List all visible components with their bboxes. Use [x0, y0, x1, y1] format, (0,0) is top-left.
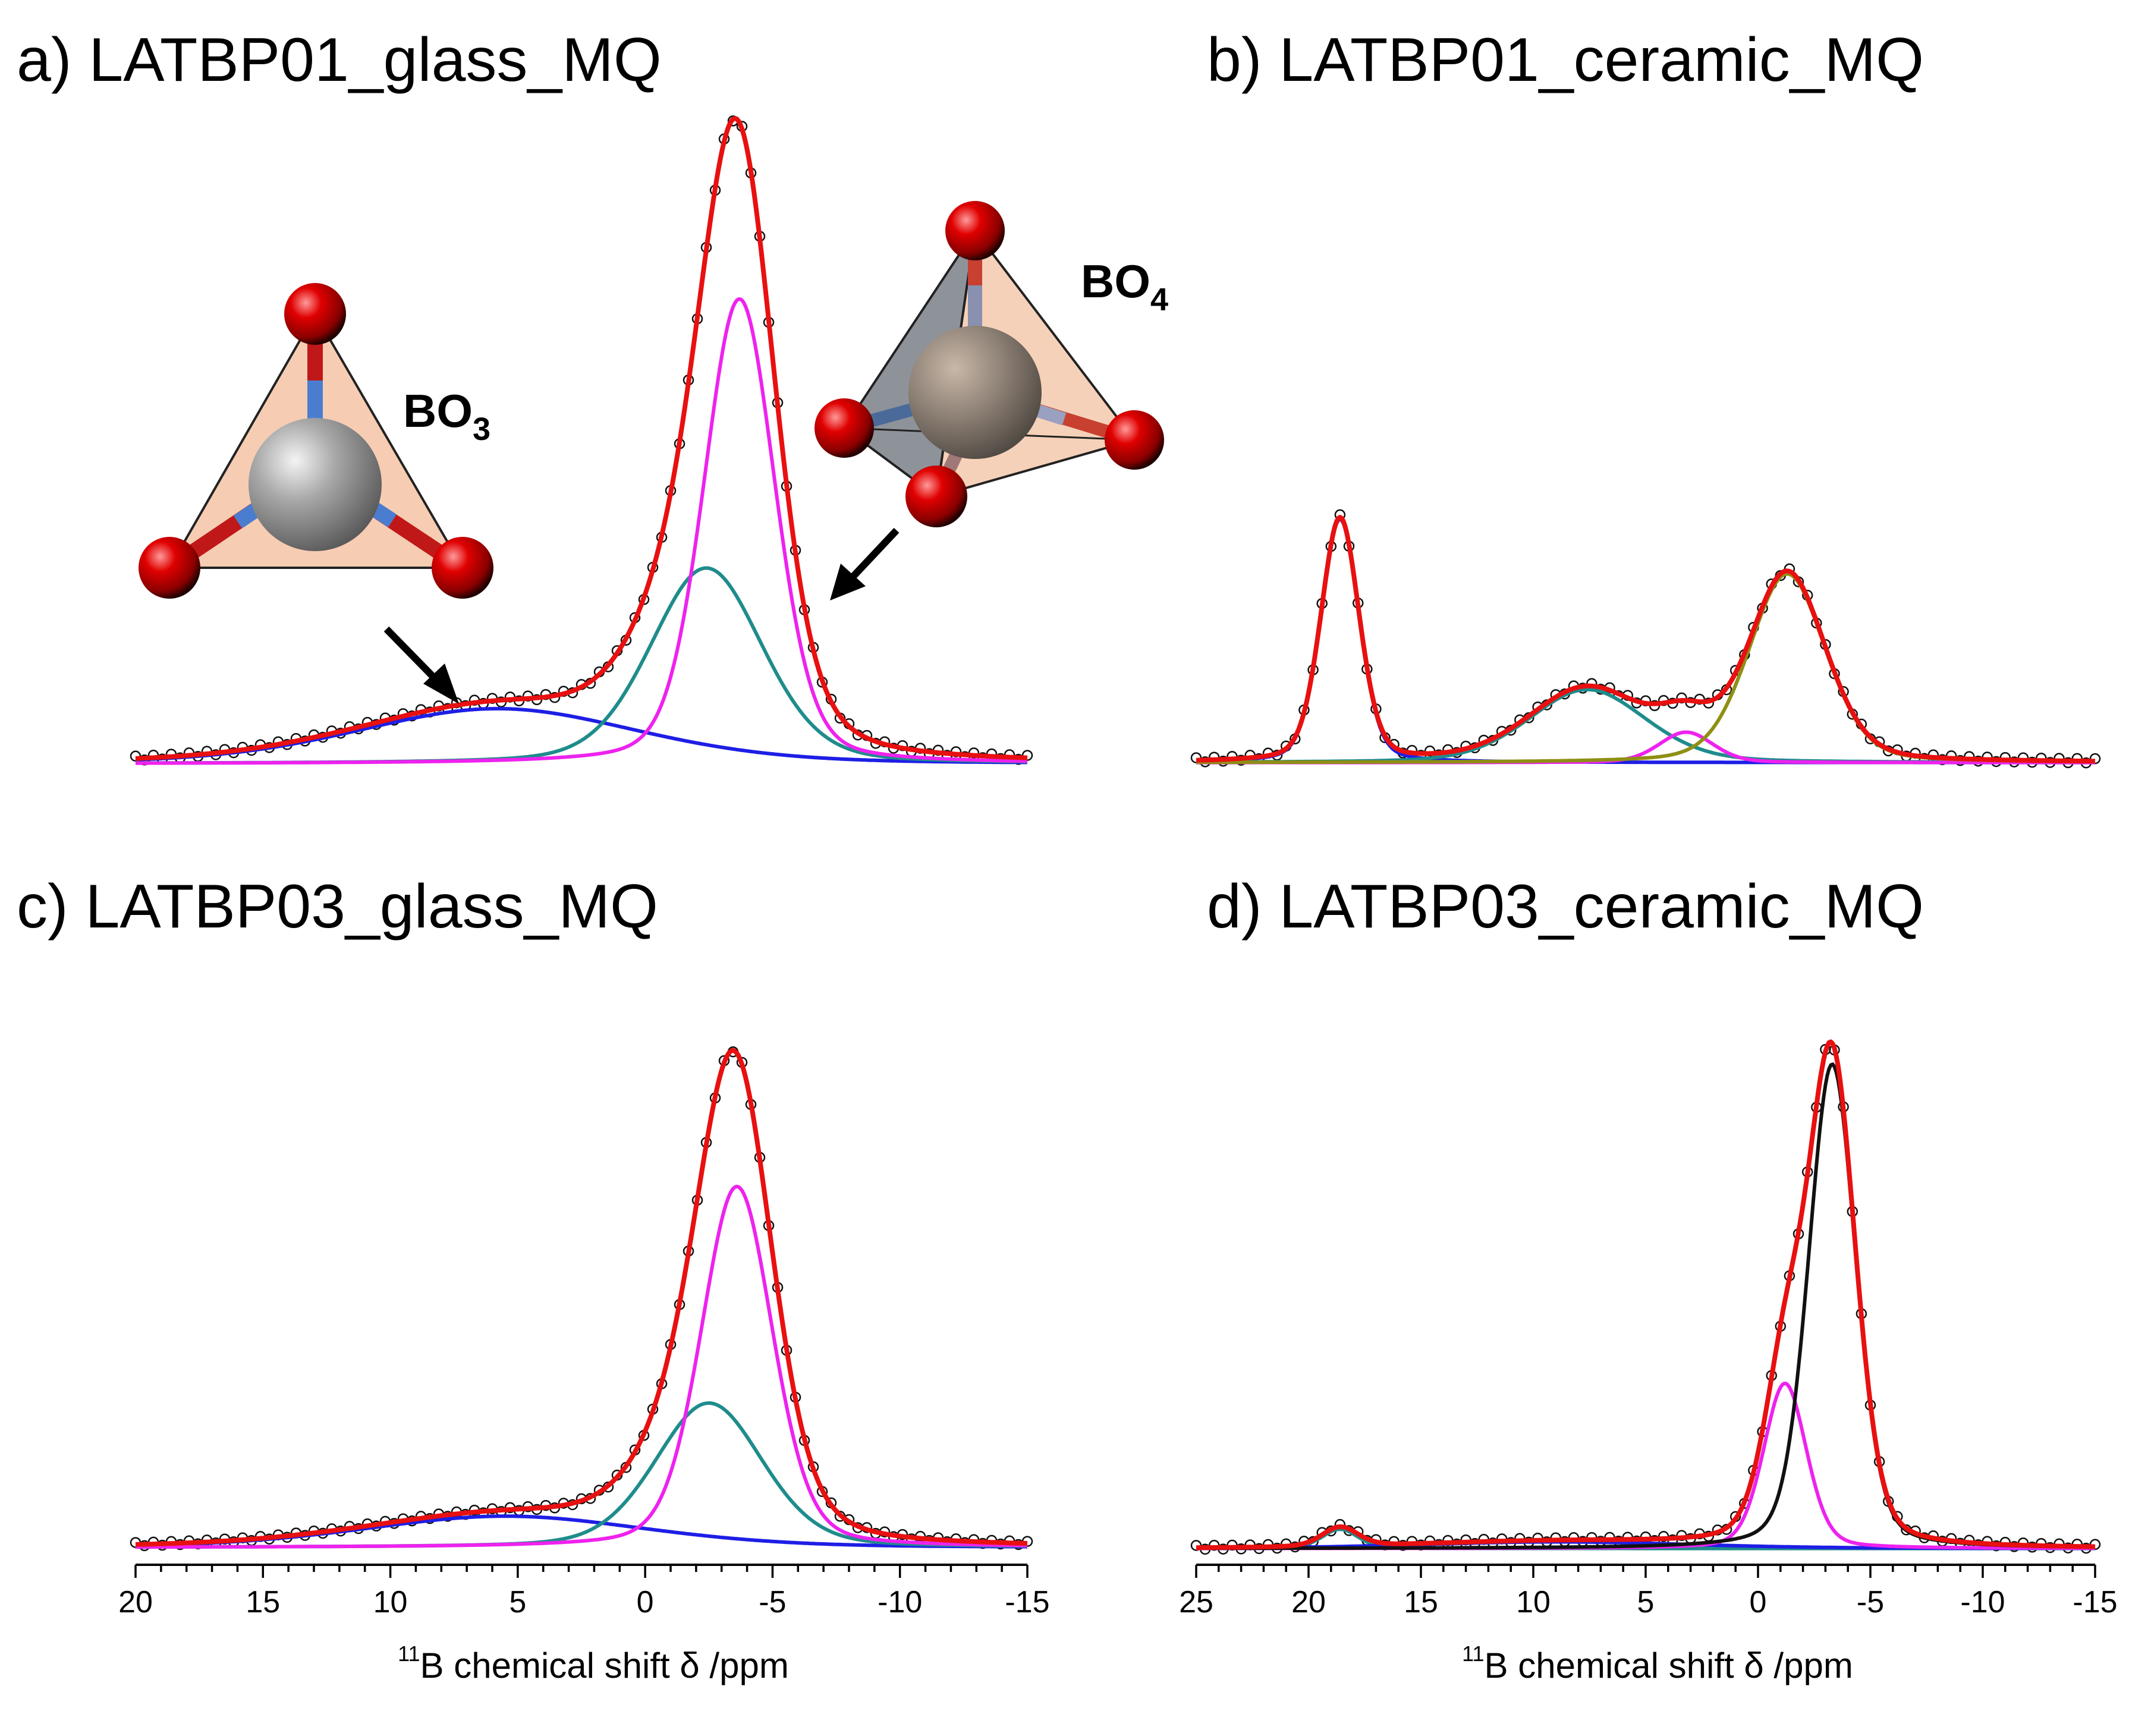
experimental-series [1190, 1044, 2101, 1555]
bo4-arrow-head [830, 564, 866, 600]
component-line [136, 297, 1027, 765]
x-tick-label: 0 [1750, 1585, 1767, 1619]
x-tick-label: -15 [1005, 1585, 1049, 1619]
component-line [136, 566, 1027, 765]
component-line [1196, 1382, 2095, 1551]
oxygen-atom [945, 201, 1005, 260]
bo4-label: BO4 [1081, 255, 1168, 317]
bo3-arrow-head [423, 663, 459, 704]
panel-b-plot [1190, 509, 2101, 769]
x-tick-label: 10 [1516, 1585, 1551, 1619]
bo3-structure: BO3 [139, 283, 493, 599]
x-tick-label: -10 [1960, 1585, 2005, 1619]
x-tick-label: -15 [2073, 1585, 2117, 1619]
component-line [136, 1401, 1027, 1549]
fit-line [135, 116, 1028, 761]
x-axis-title: 11B chemical shift δ /ppm [398, 1641, 789, 1685]
panel-c-plot: 20 15 10 5 0 -5 -10 -15 11B chemical shift δ /pp… [118, 1046, 1050, 1685]
x-axis-title-sup: 11 [398, 1641, 420, 1666]
bo4-structure: BO4 [815, 201, 1168, 527]
bo4-arrow [830, 527, 900, 600]
experimental-series [130, 1046, 1033, 1552]
oxygen-atom [139, 537, 200, 599]
x-tick-label: 10 [373, 1585, 408, 1619]
x-tick-label: -5 [759, 1585, 786, 1619]
x-tick-label: 15 [1404, 1585, 1438, 1619]
x-tick-label: -5 [1857, 1585, 1884, 1619]
oxygen-atom [284, 283, 346, 345]
bo4-arrow-shaft [847, 527, 900, 583]
oxygen-atom [905, 466, 967, 527]
x-tick-label: 5 [1637, 1585, 1655, 1619]
boron-atom [249, 418, 382, 551]
bo3-label: BO3 [403, 385, 490, 447]
oxygen-atom [432, 537, 493, 599]
oxygen-atom [815, 398, 874, 458]
panel-b-title: b) LATBP01_ceramic_MQ [1207, 26, 1924, 95]
panel-d-plot: 25 20 15 10 5 0 -5 -10 -15 11B chemical shift δ /… [1179, 1039, 2118, 1685]
fit-line [135, 1048, 1028, 1547]
fit-line [1196, 515, 2096, 764]
component-line [1196, 1062, 2096, 1551]
boron-atom [908, 326, 1042, 459]
x-tick-label: 15 [246, 1585, 280, 1619]
panel-c-title: c) LATBP03_glass_MQ [17, 872, 658, 941]
x-tick-label: 0 [637, 1585, 654, 1619]
bo3-arrow-shaft [383, 626, 443, 687]
x-axis-title-text: B chemical shift δ /ppm [1485, 1646, 1853, 1685]
experimental-series [1190, 509, 2101, 769]
component-line [1196, 572, 2095, 765]
oxygen-atom [1105, 410, 1164, 470]
x-tick-label: 20 [118, 1585, 153, 1619]
x-axis-title-text: B chemical shift δ /ppm [420, 1646, 789, 1685]
panel-d-title: d) LATBP03_ceramic_MQ [1207, 872, 1924, 941]
x-tick-label: -10 [878, 1585, 922, 1619]
x-tick-label: 5 [509, 1585, 526, 1619]
bo3-arrow [383, 626, 459, 704]
x-axis-title-sup: 11 [1462, 1641, 1484, 1666]
x-tick-label: 25 [1179, 1585, 1213, 1619]
panel-a-plot [130, 115, 1033, 766]
fit-line [1196, 1039, 2096, 1551]
component-line [136, 1184, 1027, 1549]
x-axis-title: 11B chemical shift δ /ppm [1462, 1641, 1853, 1685]
x-tick-label: 20 [1291, 1585, 1326, 1619]
panel-a-title: a) LATBP01_glass_MQ [17, 26, 662, 95]
